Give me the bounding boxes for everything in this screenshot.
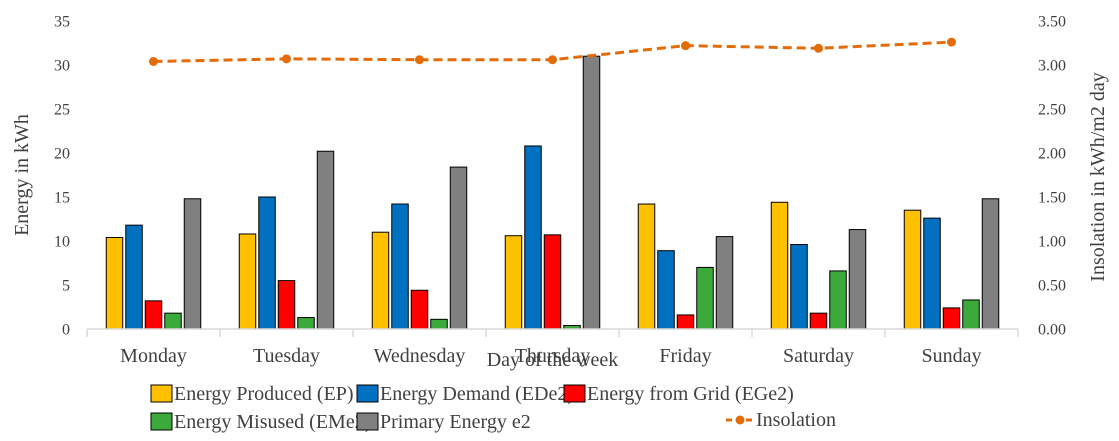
bar-energy-misused-eme2-monday [164, 312, 182, 330]
bar-energy-demand-ede2-wednesday [391, 203, 409, 330]
bar-energy-misused-eme2-saturday [829, 270, 847, 330]
bar-energy-misused-eme2-sunday [962, 299, 980, 330]
bar-energy-demand-ede2-sunday [923, 217, 941, 330]
bar-primary-energy-e2-tuesday [316, 150, 335, 330]
y-tick-label: 10 [54, 234, 70, 251]
bar-energy-demand-ede2-saturday [790, 244, 808, 330]
bar-energy-from-grid-ege2-monday [144, 300, 163, 330]
bar-primary-energy-e2-sunday [981, 198, 1000, 330]
legend-label-energy-produced-ep: Energy Produced (EP) [174, 383, 354, 405]
legend-swatch-primary-energy-e2 [356, 412, 379, 431]
insolation-point-thursday [548, 55, 557, 65]
bar-primary-energy-e2-wednesday [449, 166, 468, 330]
y2-tick-label: 1.50 [1038, 190, 1066, 207]
bar-energy-from-grid-ege2-tuesday [277, 280, 296, 330]
bars-layer [105, 55, 1000, 330]
bar-energy-misused-eme2-wednesday [430, 318, 448, 330]
legend-label-energy-demand-ede2: Energy Demand (EDe2) [380, 383, 574, 405]
bar-energy-produced-ep-thursday [504, 235, 523, 330]
x-tick-label-sunday: Sunday [922, 345, 982, 367]
bar-energy-misused-eme2-friday [696, 266, 714, 330]
bar-energy-from-grid-ege2-wednesday [410, 289, 429, 330]
bar-energy-produced-ep-sunday [903, 209, 922, 330]
x-tick-label-friday: Friday [659, 345, 711, 367]
bar-energy-produced-ep-tuesday [238, 233, 257, 330]
bar-energy-demand-ede2-monday [125, 224, 143, 330]
bar-energy-from-grid-ege2-friday [676, 314, 695, 330]
y2-tick-label: 1.00 [1038, 234, 1066, 251]
insolation-point-sunday [947, 37, 956, 47]
y2-tick-label: 0.50 [1038, 278, 1066, 295]
y-tick-label: 5 [62, 278, 70, 295]
bar-energy-demand-ede2-friday [657, 250, 675, 330]
axes-layer: 0 5 10 15 20 25 30 35 0.00 0.50 1.00 1.50 2.00 2.50 3.… [11, 14, 1109, 372]
y2-tick-label: 0.00 [1038, 322, 1066, 339]
y2-tick-label: 2.50 [1038, 102, 1066, 119]
x-axis-title: Day of the week [487, 349, 619, 371]
bar-energy-from-grid-ege2-thursday [543, 234, 562, 330]
bar-energy-produced-ep-friday [637, 203, 656, 330]
y-tick-label: 15 [54, 190, 70, 207]
insolation-point-friday [681, 41, 690, 51]
y2-tick-label: 3.00 [1038, 58, 1066, 75]
bar-energy-produced-ep-monday [105, 236, 124, 330]
legend-swatch-energy-produced-ep [150, 384, 173, 403]
y-tick-label: 35 [54, 14, 70, 31]
y2-tick-label: 3.50 [1038, 14, 1066, 31]
bar-energy-from-grid-ege2-sunday [942, 307, 961, 330]
insolation-line-layer [149, 37, 956, 66]
legend-swatch-energy-misused-eme2 [150, 412, 173, 431]
y-tick-label: 25 [54, 102, 70, 119]
insolation-point-tuesday [282, 54, 291, 64]
bar-primary-energy-e2-friday [715, 236, 734, 330]
x-tick-label-tuesday: Tuesday [253, 345, 320, 367]
y-tick-label: 20 [54, 146, 70, 163]
y-tick-label: 0 [62, 322, 70, 339]
x-tick-label-wednesday: Wednesday [374, 345, 466, 367]
legend-label-energy-misused-eme2: Energy Misused (EMe2) [174, 411, 371, 433]
bar-energy-produced-ep-saturday [770, 201, 789, 330]
legend: Energy Produced (EP) Energy Demand (EDe2)… [150, 383, 836, 433]
insolation-point-monday [149, 56, 158, 66]
x-tick-label-monday: Monday [120, 345, 187, 367]
bar-primary-energy-e2-saturday [848, 229, 867, 330]
bar-energy-from-grid-ege2-saturday [809, 312, 828, 330]
legend-swatch-energy-demand-ede2 [356, 384, 379, 403]
bar-energy-demand-ede2-tuesday [258, 196, 276, 330]
x-tick-label-thursday: Thursday [515, 345, 591, 367]
bar-energy-produced-ep-wednesday [371, 231, 390, 330]
bar-energy-misused-eme2-tuesday [297, 317, 315, 330]
x-tick-label-saturday: Saturday [783, 345, 854, 367]
legend-swatch-energy-from-grid-ege2 [563, 384, 586, 403]
bar-energy-demand-ede2-thursday [524, 145, 542, 330]
y-axis-title: Energy in kWh [11, 114, 33, 236]
legend-label-energy-from-grid-ege2: Energy from Grid (EGe2) [587, 383, 794, 405]
bar-primary-energy-e2-monday [183, 198, 202, 330]
insolation-point-wednesday [415, 55, 424, 65]
insolation-point-saturday [814, 43, 823, 53]
legend-marker-insolation [735, 415, 745, 425]
legend-label-insolation: Insolation [756, 409, 836, 431]
y2-axis-title: Insolation in kWh/m2 day [1087, 72, 1109, 281]
legend-label-primary-energy-e2: Primary Energy e2 [380, 411, 531, 433]
y2-tick-label: 2.00 [1038, 146, 1066, 163]
y-tick-label: 30 [54, 58, 70, 75]
bar-primary-energy-e2-thursday [582, 55, 601, 330]
